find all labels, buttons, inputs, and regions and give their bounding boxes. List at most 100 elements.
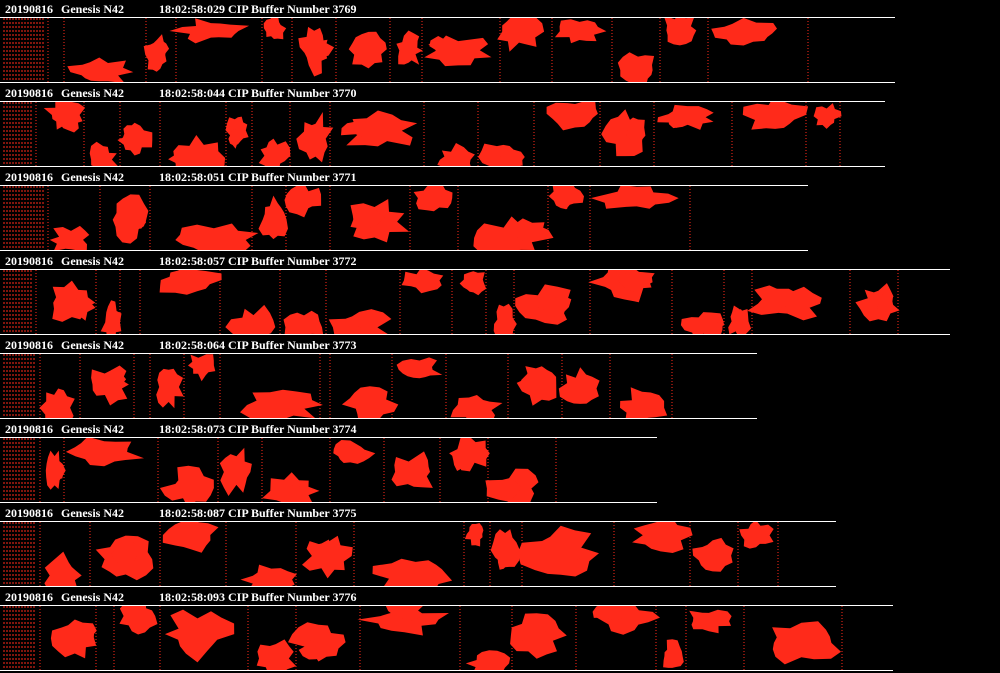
particle-image — [396, 357, 443, 379]
particle-image — [44, 551, 82, 586]
particle-image — [499, 150, 523, 166]
particle-image — [159, 270, 222, 295]
particle-image — [348, 31, 387, 69]
particle-image — [694, 614, 723, 628]
top-rule — [0, 17, 895, 18]
particle-image — [49, 225, 90, 250]
particle-image — [401, 270, 444, 294]
particle-image — [493, 303, 517, 334]
particle-image — [465, 650, 511, 670]
particle-image — [429, 36, 458, 56]
particle-image — [497, 543, 508, 570]
particle-image — [521, 368, 547, 389]
particle-image — [520, 619, 546, 643]
particle-image — [626, 117, 646, 143]
particle-image-svg — [3, 186, 691, 250]
buffer-time-label: 18:02:58:044 CIP Buffer Number 3770 — [159, 86, 357, 100]
particle-image — [309, 37, 328, 61]
top-rule — [0, 101, 885, 102]
buffer-strip: 20190816 Genesis N42 18:02:58:029 CIP Buff… — [0, 0, 1000, 84]
date-label: 20190816 — [5, 338, 53, 352]
particle-image — [162, 522, 219, 553]
particle-image — [110, 540, 138, 567]
particle-image — [437, 143, 475, 166]
buffer-header: 20190816 Genesis N42 18:02:58:051 CIP Buff… — [5, 170, 357, 184]
particle-image — [466, 407, 489, 418]
bottom-rule — [0, 334, 950, 335]
particle-image-svg — [3, 270, 900, 334]
particle-image — [168, 146, 199, 166]
particle-image-svg — [3, 606, 843, 670]
particle-image — [665, 115, 693, 129]
particle-image — [283, 310, 324, 334]
date-label: 20190816 — [5, 506, 53, 520]
particle-image — [192, 22, 230, 37]
particle-image — [617, 271, 655, 292]
particle-image — [601, 109, 643, 157]
particle-image — [314, 539, 335, 563]
particle-image — [620, 387, 668, 418]
flight-label: Genesis N42 — [61, 590, 124, 604]
particle-image — [553, 188, 575, 210]
buffer-header: 20190816 Genesis N42 18:02:58:057 CIP Buff… — [5, 254, 357, 268]
particle-image — [219, 447, 252, 496]
particle-image — [764, 288, 802, 310]
particle-image — [537, 295, 572, 320]
buffer-time-label: 18:02:58:057 CIP Buffer Number 3772 — [159, 254, 357, 268]
particle-image — [188, 354, 216, 382]
particle-image — [175, 223, 259, 250]
top-rule — [0, 353, 757, 354]
top-rule — [0, 185, 808, 186]
particle-image — [704, 321, 723, 334]
particle-image — [240, 564, 297, 586]
top-rule — [0, 269, 950, 270]
buffer-time-label: 18:02:58:064 CIP Buffer Number 3773 — [159, 338, 357, 352]
bottom-rule — [0, 82, 895, 83]
buffer-header: 20190816 Genesis N42 18:02:58:087 CIP Buff… — [5, 506, 357, 520]
particle-image — [328, 309, 392, 334]
particle-image-strip — [0, 102, 885, 166]
bottom-rule — [0, 670, 893, 671]
buffer-header: 20190816 Genesis N42 18:02:58:044 CIP Buff… — [5, 86, 357, 100]
particle-image — [100, 300, 122, 334]
particle-image — [50, 619, 97, 659]
particle-image — [89, 141, 118, 166]
particle-image — [515, 18, 538, 39]
particle-image — [590, 186, 679, 209]
particle-image — [733, 309, 744, 326]
particle-image — [266, 19, 277, 34]
top-rule — [0, 521, 836, 522]
particle-image — [424, 188, 442, 203]
particle-image — [509, 218, 545, 242]
particle-image — [391, 451, 433, 488]
flight-label: Genesis N42 — [61, 338, 124, 352]
particle-image — [855, 283, 900, 322]
particle-image — [274, 484, 303, 502]
particle-image — [298, 639, 325, 660]
particle-image — [742, 102, 809, 130]
particle-image — [39, 388, 75, 418]
particle-image — [663, 639, 684, 668]
buffer-time-label: 18:02:58:087 CIP Buffer Number 3775 — [159, 506, 357, 520]
particle-image-svg — [3, 18, 809, 82]
particle-image-strip — [0, 522, 836, 586]
particle-image — [333, 440, 376, 464]
particle-image — [464, 523, 484, 547]
particle-image — [492, 477, 522, 500]
particle-image — [739, 522, 774, 549]
particle-image-svg — [3, 102, 842, 166]
particle-image — [617, 52, 655, 82]
particle-image — [592, 606, 630, 621]
particle-image — [385, 606, 423, 621]
buffer-time-label: 18:02:58:073 CIP Buffer Number 3774 — [159, 422, 357, 436]
particle-image-strip — [0, 270, 950, 334]
particle-image — [772, 621, 841, 665]
particle-image — [632, 522, 693, 553]
buffer-header: 20190816 Genesis N42 18:02:58:029 CIP Buff… — [5, 2, 357, 16]
bottom-rule — [0, 250, 808, 251]
particle-image — [59, 113, 79, 133]
particle-image — [341, 121, 373, 139]
particle-image — [451, 452, 471, 471]
flight-label: Genesis N42 — [61, 422, 124, 436]
buffer-strip: 20190816 Genesis N42 18:02:58:057 CIP Buff… — [0, 252, 1000, 336]
